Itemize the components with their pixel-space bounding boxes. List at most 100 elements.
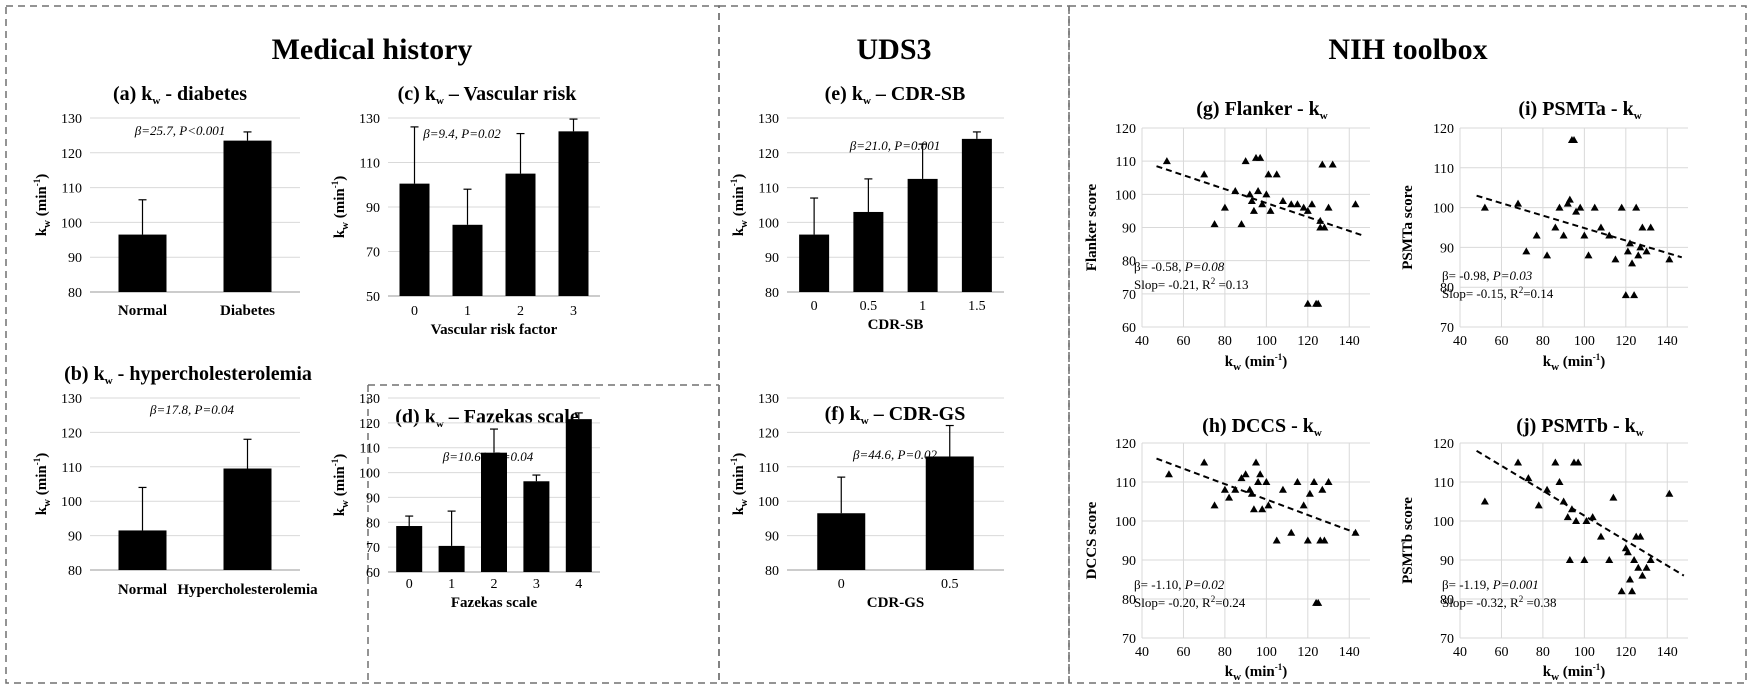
stat-p: P<0.001 (178, 123, 225, 138)
y-axis-label: kw (min-1) (729, 453, 750, 516)
x-axis-label: Vascular risk factor (431, 322, 558, 338)
category-label: 1 (919, 299, 926, 314)
data-point (1621, 291, 1630, 299)
data-point (1237, 220, 1246, 228)
x-axis-label-close: ) (1282, 664, 1287, 680)
data-point (1210, 220, 1219, 228)
x-tick-label: 60 (1494, 645, 1508, 660)
bar (523, 481, 550, 572)
category-label: 3 (533, 577, 540, 592)
y-axis-label-unit: (min (731, 186, 747, 220)
category-label: 2 (517, 304, 524, 319)
y-tick-label: 130 (61, 112, 82, 127)
data-point (1642, 247, 1651, 255)
stat-beta: β=17.8, (149, 402, 195, 417)
x-tick-label: 60 (1494, 334, 1508, 349)
y-tick-label: 90 (366, 491, 380, 506)
x-axis-label-close: ) (1282, 354, 1287, 370)
y-tick-label: 110 (759, 182, 779, 197)
y-tick-label: 90 (1440, 554, 1454, 569)
y-tick-label: 110 (1434, 162, 1454, 177)
y-tick-label: 110 (360, 157, 380, 172)
chart-title-main: (f) k (825, 403, 862, 425)
y-tick-label: 100 (61, 216, 82, 231)
chart-title-sub: w (105, 375, 113, 387)
data-point (1570, 135, 1578, 143)
data-point (1665, 255, 1674, 263)
data-point (1231, 485, 1240, 493)
data-point (1303, 299, 1312, 307)
data-point (1254, 478, 1263, 485)
data-point (1310, 478, 1319, 485)
x-axis-label-sub: w (1551, 361, 1559, 373)
y-tick-label: 90 (366, 201, 380, 216)
y-tick-label: 80 (1440, 281, 1454, 296)
data-point (1534, 501, 1543, 509)
y-axis-label-unit: (min (332, 466, 348, 500)
chart-title-main: (i) PSMTa - k (1518, 98, 1634, 120)
y-tick-label: 90 (1440, 241, 1454, 256)
y-tick-label: 90 (68, 530, 82, 545)
y-tick-label: 100 (1115, 188, 1136, 203)
stat-r2: =0.13 (1215, 277, 1248, 292)
data-point (1241, 157, 1250, 165)
stat-p: P=0.08 (1184, 259, 1225, 274)
stat-beta: β= -1.19, (1442, 577, 1493, 592)
category-label: 0 (411, 304, 418, 319)
y-axis-label-main: k (332, 229, 348, 238)
category-label: 2 (491, 577, 498, 592)
data-point (1580, 231, 1589, 239)
data-point (1256, 153, 1265, 161)
chart-title-main: (j) PSMTb - k (1516, 415, 1636, 437)
category-label: 3 (570, 304, 577, 319)
stat-r2-sup: 2 (1519, 285, 1524, 295)
category-label: Hypercholesterolemia (177, 582, 318, 598)
stat-line-2: Slop= -0.32, R2 =0.38 (1442, 594, 1557, 610)
y-tick-label: 110 (62, 182, 82, 197)
data-point (1287, 200, 1296, 208)
data-point (1245, 190, 1254, 198)
chart-title-post: - diabetes (160, 83, 247, 105)
section-title-uds3: UDS3 (856, 33, 931, 66)
y-tick-label: 80 (765, 286, 779, 301)
y-tick-label: 130 (758, 392, 779, 407)
x-tick-label: 140 (1339, 645, 1360, 660)
data-point (1551, 458, 1560, 466)
x-axis-label-sup: -1 (1593, 352, 1601, 362)
category-label: 4 (575, 577, 582, 592)
data-point (1305, 489, 1314, 497)
y-axis-label-main: k (731, 227, 747, 236)
chart-title: (i) PSMTa - kw (1518, 98, 1641, 122)
data-point (1634, 251, 1643, 259)
y-axis-label-sup: -1 (729, 178, 739, 186)
data-point (1293, 478, 1302, 485)
x-tick-label: 60 (1176, 645, 1190, 660)
stat-slope: Slop= -0.15, R (1442, 286, 1519, 301)
data-point (1278, 485, 1287, 493)
stat-p: P=0.001 (893, 138, 940, 153)
y-axis-label: PSMTa score (1400, 185, 1416, 270)
y-tick-label: 80 (1122, 255, 1136, 270)
data-point (1665, 489, 1674, 497)
stat-p: P=0.02 (897, 447, 938, 462)
stat-beta: β=10.61, (442, 449, 494, 464)
x-axis-label-unit: (min (1559, 354, 1593, 370)
data-point (1642, 563, 1651, 571)
data-point (1266, 206, 1275, 214)
data-point (1320, 223, 1329, 231)
x-axis-label-sup: -1 (1275, 662, 1283, 672)
stat-beta: β= -0.98, (1442, 268, 1493, 283)
y-axis-label-close: ) (332, 176, 348, 181)
stat-slope: Slop= -0.32, R (1442, 595, 1519, 610)
x-axis-label-main: k (1543, 664, 1552, 680)
data-point (1278, 196, 1287, 204)
y-tick-label: 60 (1122, 321, 1136, 336)
stat-r2-sup: 2 (1519, 594, 1524, 604)
data-point (1303, 536, 1312, 544)
data-point (1258, 200, 1267, 208)
panel-borders (5, 5, 1747, 684)
